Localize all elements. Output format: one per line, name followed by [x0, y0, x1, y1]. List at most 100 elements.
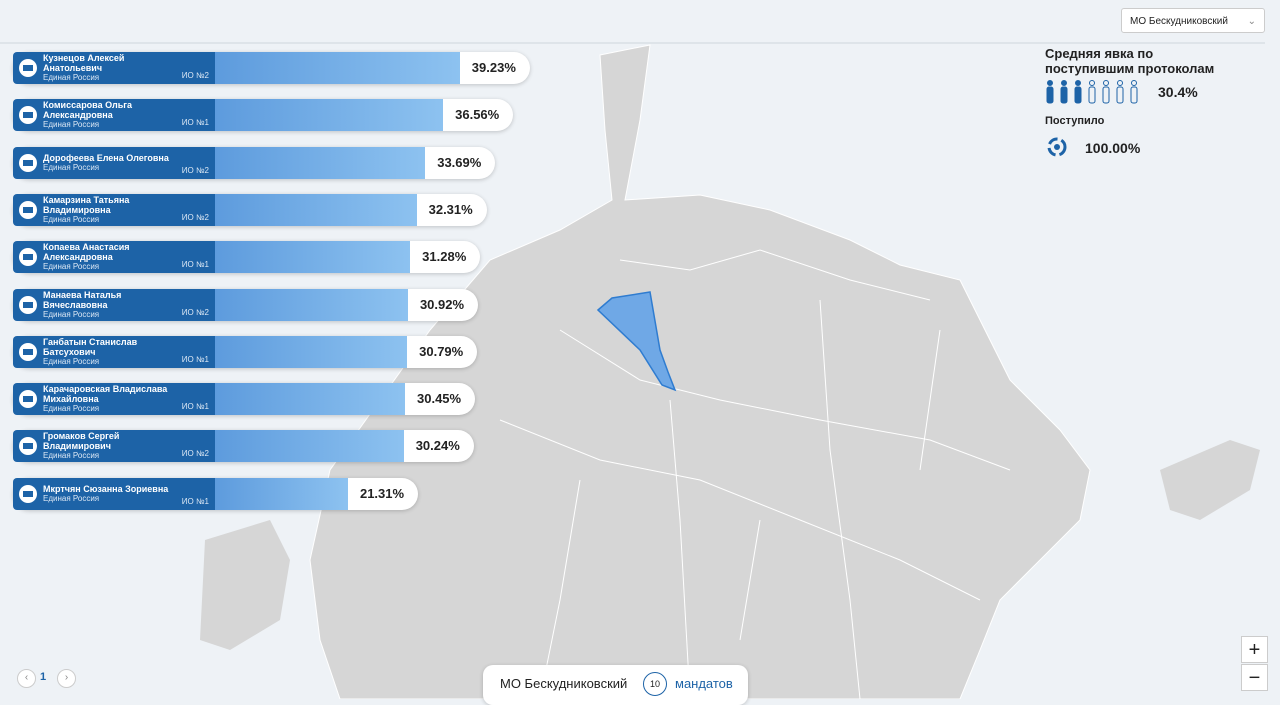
person-icon — [1102, 80, 1110, 104]
candidate-district: ИО №1 — [181, 402, 209, 412]
candidate-district: ИО №1 — [181, 496, 209, 506]
candidate-info: Ганбатын Станислав Батсухович Единая Росс… — [13, 335, 215, 368]
result-percent: 32.31% — [428, 201, 473, 217]
region-select-text: МО Бескудниковский — [1130, 16, 1228, 27]
result-bar — [215, 146, 426, 179]
candidate-district: ИО №1 — [181, 260, 209, 270]
region-select[interactable]: МО Бескудниковский ⌄ — [1121, 8, 1265, 33]
candidate-name: Комиссарова Ольга Александровна — [43, 100, 132, 121]
result-percent: 36.56% — [455, 107, 500, 123]
candidate-district: ИО №1 — [181, 118, 209, 128]
candidate-name: Кузнецов Алексей Анатольевич — [43, 53, 125, 73]
mandates-count: 10 — [643, 672, 667, 696]
next-page[interactable]: › — [57, 669, 76, 688]
candidate-district: ИО №1 — [181, 354, 209, 364]
district-borders — [499, 249, 1011, 699]
candidate-info: Копаева Анастасия Александровна Единая Ро… — [13, 241, 215, 274]
result-percent: 21.31% — [359, 485, 405, 501]
candidate-district: ИО №2 — [181, 165, 209, 175]
selected-district — [596, 291, 677, 392]
result-bar — [215, 477, 348, 510]
candidate-party: Единая Россия — [43, 120, 100, 130]
candidate-name: Дорофеева Елена Олеговна — [43, 152, 169, 163]
party-logo — [19, 437, 37, 456]
candidate-name: Камарзина Татьяна Владимировна — [43, 194, 130, 215]
party-logo — [19, 200, 37, 219]
result-percent: 33.69% — [437, 154, 482, 170]
party-logo — [19, 342, 37, 361]
candidate-text: Манаева Наталья Вячеславовна Единая Росси… — [43, 289, 183, 321]
chevron: ⌄ — [1247, 16, 1256, 27]
zoom-in[interactable]: + — [1241, 636, 1268, 663]
map-area — [200, 520, 290, 650]
result-percent: 39.23% — [471, 60, 516, 75]
candidate-name: Карачаровская Владислава Михайловна — [43, 384, 168, 405]
candidate-district: ИО №2 — [181, 212, 209, 222]
candidate-text: Громаков Сергей Владимирович Единая Росси… — [43, 430, 183, 462]
result-bar — [215, 193, 417, 226]
result-percent: 30.92% — [419, 296, 465, 312]
candidate-party: Единая Россия — [43, 162, 100, 172]
candidate-text: Камарзина Татьяна Владимировна Единая Рос… — [43, 194, 183, 226]
candidate-name: Мкртчян Сюзанна Зориевна — [43, 483, 169, 494]
candidate-party: Единая Россия — [43, 451, 100, 461]
candidate-card: Копаева Анастасия Александровна Единая Ро… — [13, 241, 481, 274]
result-percent: 30.45% — [417, 391, 462, 407]
candidate-text: Кузнецов Алексей Анатольевич Единая Росси… — [43, 52, 183, 84]
candidate-card: Ганбатын Станислав Батсухович Единая Росс… — [13, 335, 478, 368]
zoom-out[interactable]: − — [1241, 664, 1268, 691]
candidate-district: ИО №2 — [181, 449, 209, 459]
candidate-text: Дорофеева Елена Олеговна Единая Россия — [43, 147, 183, 179]
result-bar — [215, 288, 408, 321]
party-logo — [19, 295, 37, 314]
candidate-name: Копаева Анастасия Александровна — [43, 242, 130, 263]
candidate-party: Единая Россия — [43, 73, 100, 82]
result-percent: 31.28% — [422, 249, 467, 265]
result-bar — [215, 241, 411, 274]
candidate-name: Ганбатын Станислав Батсухович — [43, 336, 138, 357]
candidate-name: Громаков Сергей Владимирович — [43, 431, 120, 452]
turnout-value: 30.4% — [1158, 84, 1198, 100]
received-value: 100.00% — [1085, 140, 1141, 156]
candidate-card: Манаева Наталья Вячеславовна Единая Росси… — [13, 288, 478, 321]
party-logo — [19, 153, 37, 172]
result-percent: 30.24% — [415, 438, 460, 454]
candidate-info: Дорофеева Елена Олеговна Единая Россия ИО … — [13, 146, 215, 179]
party-logo — [19, 484, 37, 503]
candidate-party: Единая Россия — [43, 214, 100, 224]
map-area — [1160, 440, 1260, 520]
candidate-info: Кузнецов Алексей Анатольевич Единая Росси… — [13, 52, 215, 84]
turnout-title: Средняя явка по поступившим протоколам — [1045, 46, 1215, 76]
candidate-info: Комиссарова Ольга Александровна Единая Ро… — [13, 99, 215, 132]
party-logo — [19, 106, 37, 125]
candidate-text: Мкртчян Сюзанна Зориевна Единая Россия — [43, 478, 183, 510]
mandates-label: мандатов — [675, 676, 733, 691]
result-percent: 30.79% — [419, 343, 464, 359]
candidate-card: Карачаровская Владислава Михайловна Едина… — [13, 383, 475, 416]
result-bar — [215, 52, 460, 84]
candidate-text: Комиссарова Ольга Александровна Единая Ро… — [43, 99, 183, 131]
party-logo — [19, 248, 37, 267]
prev-page[interactable]: ‹ — [17, 669, 36, 688]
candidate-party: Единая Россия — [43, 404, 100, 414]
candidate-info: Камарзина Татьяна Владимировна Единая Рос… — [13, 193, 215, 226]
candidate-card: Громаков Сергей Владимирович Единая Росси… — [13, 430, 474, 463]
person-icon — [1116, 80, 1124, 104]
candidate-name: Манаева Наталья Вячеславовна — [43, 289, 122, 310]
received-icon — [1047, 137, 1067, 157]
person-icon — [1074, 80, 1082, 104]
result-bar — [215, 335, 408, 368]
party-logo — [19, 59, 37, 77]
candidate-district: ИО №2 — [181, 307, 209, 317]
party-logo — [19, 390, 37, 409]
footer-district: МО Бескудниковский — [500, 676, 628, 691]
page-number[interactable]: 1 — [40, 671, 47, 683]
person-icon — [1088, 80, 1096, 104]
candidate-party: Единая Россия — [43, 309, 100, 319]
candidate-party: Единая Россия — [43, 356, 100, 366]
candidate-district: ИО №2 — [181, 71, 209, 80]
person-icon — [1060, 80, 1068, 104]
candidate-text: Копаева Анастасия Александровна Единая Ро… — [43, 241, 183, 273]
person-icon — [1130, 80, 1138, 104]
